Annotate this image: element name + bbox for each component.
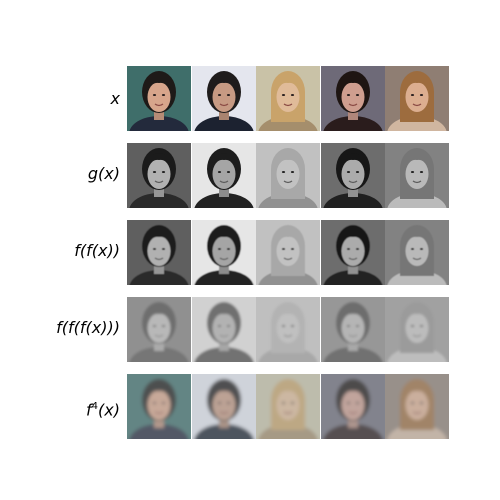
woman-brown-hair-portrait <box>385 297 449 362</box>
smiling-young-man-portrait <box>192 66 256 131</box>
man-in-suit-portrait <box>127 297 191 362</box>
blonde-woman-portrait <box>256 297 320 362</box>
face-image <box>321 143 385 208</box>
row-label-part: (x) <box>98 400 120 420</box>
face-image <box>256 297 320 362</box>
man-in-suit-portrait <box>127 66 191 131</box>
blonde-woman-portrait <box>256 374 320 439</box>
row-label-1: g(x) <box>0 164 120 184</box>
man-in-suit-portrait <box>127 143 191 208</box>
face-image <box>321 297 385 362</box>
face-image <box>385 374 449 439</box>
woman-brown-hair-portrait <box>385 143 449 208</box>
woman-brown-hair-portrait <box>385 220 449 285</box>
face-image <box>321 374 385 439</box>
blonde-woman-portrait <box>256 66 320 131</box>
row-label-3: f(f(f(x))) <box>0 318 120 338</box>
curly-hair-woman-portrait <box>321 297 385 362</box>
row-label-2: f(f(x)) <box>0 241 120 261</box>
smiling-young-man-portrait <box>192 297 256 362</box>
blonde-woman-portrait <box>256 220 320 285</box>
face-image <box>127 374 191 439</box>
face-image <box>192 220 256 285</box>
face-image <box>385 297 449 362</box>
face-image <box>385 66 449 131</box>
face-image <box>256 374 320 439</box>
curly-hair-woman-portrait <box>321 143 385 208</box>
man-in-suit-portrait <box>127 374 191 439</box>
curly-hair-woman-portrait <box>321 374 385 439</box>
row-label-part: f <box>86 400 92 420</box>
row-label-part: g(x) <box>87 164 120 183</box>
face-image <box>256 143 320 208</box>
face-image <box>192 297 256 362</box>
face-image <box>256 220 320 285</box>
row-label-0: x <box>0 89 120 109</box>
smiling-young-man-portrait <box>192 374 256 439</box>
smiling-young-man-portrait <box>192 220 256 285</box>
row-label-part: 4 <box>91 401 99 412</box>
face-image <box>127 220 191 285</box>
curly-hair-woman-portrait <box>321 66 385 131</box>
image-row-4 <box>127 374 450 439</box>
image-row-2 <box>127 220 450 285</box>
blonde-woman-portrait <box>256 143 320 208</box>
image-row-1 <box>127 143 450 208</box>
face-image <box>385 220 449 285</box>
face-image <box>127 297 191 362</box>
image-row-3 <box>127 297 450 362</box>
woman-brown-hair-portrait <box>385 66 449 131</box>
face-image <box>192 374 256 439</box>
face-image <box>127 66 191 131</box>
face-image <box>321 66 385 131</box>
face-image <box>192 143 256 208</box>
face-image <box>127 143 191 208</box>
woman-brown-hair-portrait <box>385 374 449 439</box>
face-image <box>192 66 256 131</box>
row-label-part: f(f(x)) <box>74 241 120 260</box>
face-image <box>256 66 320 131</box>
curly-hair-woman-portrait <box>321 220 385 285</box>
row-label-part: x <box>110 89 120 108</box>
smiling-young-man-portrait <box>192 143 256 208</box>
face-image <box>385 143 449 208</box>
face-image <box>321 220 385 285</box>
man-in-suit-portrait <box>127 220 191 285</box>
row-label-4: f4(x) <box>0 397 120 420</box>
row-label-part: f(f(f(x))) <box>56 318 120 337</box>
image-row-0 <box>127 66 450 131</box>
